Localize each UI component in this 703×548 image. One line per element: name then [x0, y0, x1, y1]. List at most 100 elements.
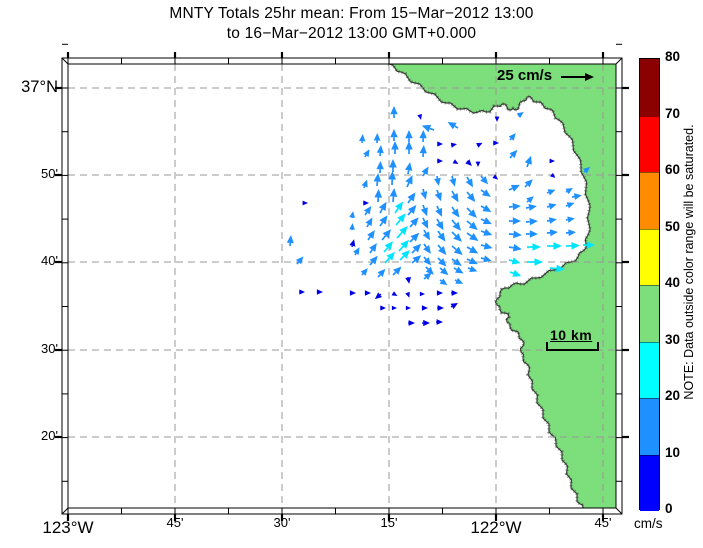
current-vector — [379, 208, 383, 214]
current-vector — [381, 235, 387, 241]
current-vector-head — [378, 201, 387, 211]
current-vector-head — [349, 239, 356, 247]
current-vector — [422, 217, 426, 222]
current-vector-head — [512, 269, 522, 277]
current-vector-head — [412, 243, 422, 253]
current-vector — [525, 206, 530, 209]
current-vector-head — [390, 106, 398, 115]
current-vector — [546, 205, 550, 208]
current-vector-head — [586, 241, 595, 249]
current-vector — [363, 185, 366, 189]
colorbar-tick-label: 30 — [665, 331, 681, 347]
current-vector-head — [437, 158, 443, 164]
current-vector — [453, 267, 458, 271]
current-vector-head — [405, 305, 411, 311]
current-vector — [466, 246, 472, 250]
current-vector — [451, 231, 457, 237]
current-vector — [422, 204, 426, 209]
current-vector-head — [483, 228, 493, 236]
current-vector-head — [556, 264, 565, 273]
current-vector-head — [349, 223, 355, 230]
current-vector — [466, 232, 472, 237]
current-vector-head — [373, 133, 381, 141]
current-vector-head — [389, 188, 398, 197]
current-vector-head — [390, 129, 398, 138]
current-vector-head — [512, 244, 522, 252]
x-axis-label: 122°W — [470, 518, 522, 537]
current-vector — [526, 163, 530, 168]
current-vector-head — [571, 242, 580, 250]
current-vector-head — [373, 173, 382, 182]
current-vector-head — [439, 278, 448, 286]
current-vector — [549, 267, 557, 270]
current-vector-head — [469, 233, 479, 242]
colorbar-note: NOTE: Data outside color range will be s… — [682, 124, 697, 400]
current-vector-head — [299, 289, 305, 295]
current-vector-head — [423, 257, 432, 266]
current-vector — [565, 204, 569, 207]
current-vector — [480, 257, 485, 260]
current-vector-head — [367, 230, 375, 239]
current-vector-head — [452, 159, 459, 164]
current-vector-head — [405, 141, 413, 150]
current-vector-head — [391, 305, 397, 311]
colorbar-segment — [640, 115, 659, 172]
current-vector-head — [465, 159, 472, 166]
current-vector-head — [438, 258, 447, 267]
current-vector-head — [423, 245, 431, 254]
current-vector — [406, 182, 410, 188]
current-vector — [361, 273, 364, 276]
current-vector-head — [374, 189, 383, 198]
current-vector — [409, 238, 414, 243]
current-vector-head — [583, 166, 591, 174]
current-vector-head — [395, 201, 404, 211]
current-vector-head — [451, 290, 458, 296]
colorbar-unit-label: cm/s — [634, 516, 663, 531]
colorbar-tick-label: 40 — [665, 275, 681, 290]
current-vector-head — [349, 290, 356, 296]
current-vector-head — [438, 246, 447, 255]
current-vector-head — [450, 303, 458, 310]
current-vector-head — [380, 305, 386, 311]
current-vector-head — [364, 290, 371, 296]
current-vector-head — [450, 142, 457, 148]
current-vector-head — [568, 229, 576, 237]
current-vector-head — [453, 258, 462, 266]
current-vector — [399, 255, 405, 261]
current-vector-head — [509, 149, 518, 158]
current-vector — [411, 259, 416, 264]
current-vector-head — [450, 193, 459, 203]
current-vector-head — [534, 258, 543, 266]
current-vector — [508, 259, 513, 262]
x-axis-label: 30' — [273, 515, 291, 530]
current-vector-head — [436, 319, 443, 325]
current-vector-head — [455, 277, 464, 284]
current-vector-head — [476, 142, 483, 148]
current-vector-head — [455, 266, 464, 274]
current-vector-head — [405, 291, 410, 298]
current-vector-head — [389, 159, 397, 168]
current-vector-head — [379, 215, 388, 225]
current-vector-head — [408, 320, 415, 326]
current-vector-head — [400, 239, 410, 249]
colorbar-tick-label: 70 — [665, 105, 681, 121]
current-vector-head — [550, 172, 556, 178]
current-vector-head — [453, 233, 462, 242]
current-vector — [508, 246, 514, 249]
current-vector — [383, 247, 389, 253]
y-axis-label: 40' — [41, 253, 58, 268]
current-vector — [466, 207, 472, 213]
current-vector-head — [436, 290, 443, 296]
current-vector — [354, 252, 357, 256]
current-vector-head — [408, 205, 417, 214]
current-vector — [454, 125, 459, 129]
coastline — [387, 64, 591, 508]
current-vector — [369, 249, 373, 254]
current-vector-head — [512, 203, 521, 211]
current-vector-head — [302, 200, 308, 206]
current-vector-head — [482, 189, 491, 197]
current-vector-head — [468, 221, 478, 230]
current-vector — [296, 261, 300, 265]
current-vector-head — [296, 256, 304, 265]
